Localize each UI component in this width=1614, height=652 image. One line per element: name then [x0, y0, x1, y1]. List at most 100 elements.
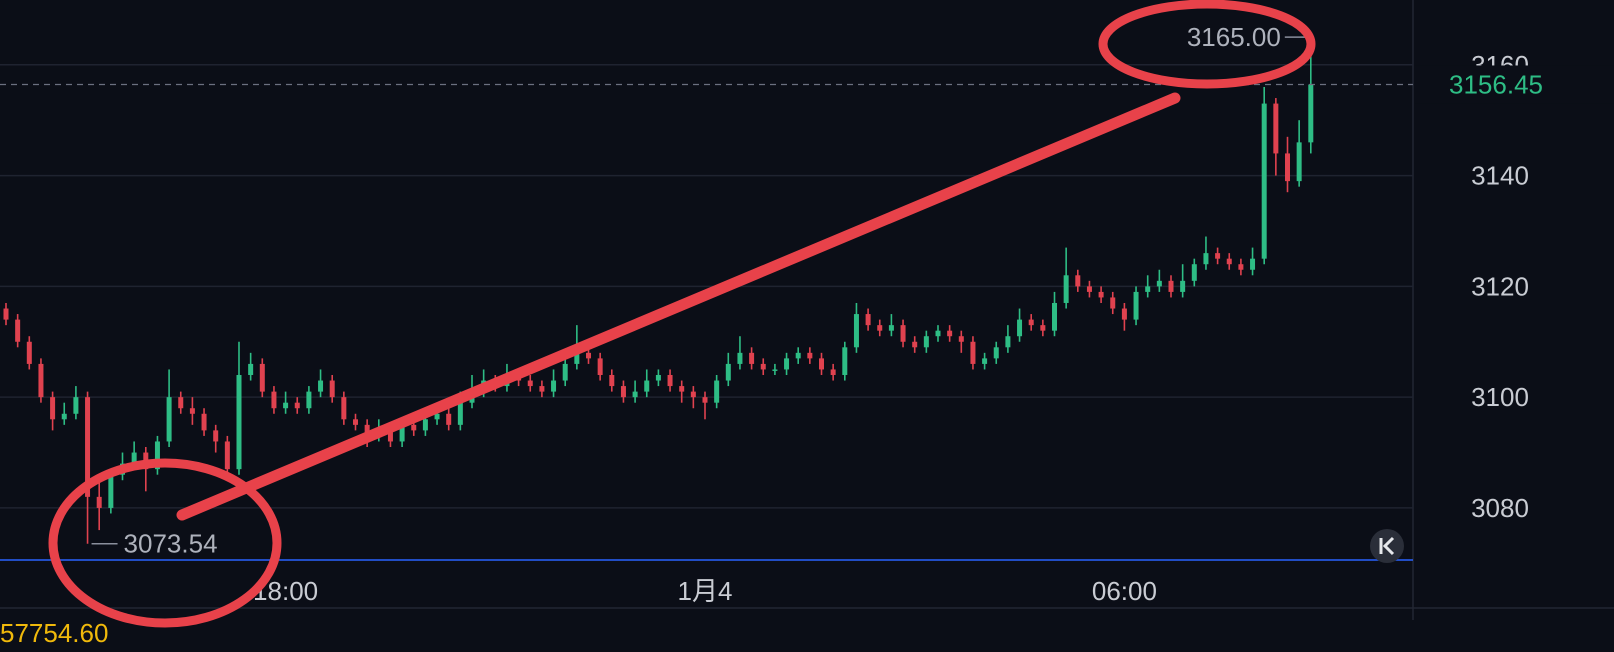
candle-body [294, 402, 300, 409]
candle-body [807, 352, 813, 359]
candle-body [1273, 103, 1279, 154]
candle-body [597, 358, 603, 375]
candle-body [1261, 103, 1267, 259]
candle-body [154, 441, 160, 470]
candle-body [1226, 258, 1232, 265]
candles [3, 37, 1314, 544]
low-label: 3073.54 [124, 529, 218, 559]
candle-body [1250, 258, 1256, 270]
candle-body [1121, 308, 1127, 320]
candle-body [667, 374, 673, 387]
candle-body [830, 369, 836, 375]
annotation [48, 0, 1316, 628]
candle-body [411, 424, 417, 431]
candle-body [329, 380, 335, 398]
candle-body [446, 413, 452, 425]
candle-body [189, 408, 195, 414]
footer-value: 57754.60 [0, 618, 108, 648]
x-tick-label: 1月4 [678, 576, 733, 606]
candle-body [655, 374, 661, 381]
candle-body [1238, 264, 1244, 270]
candle-body [551, 380, 557, 392]
candle-body [1133, 291, 1139, 320]
candle-body [434, 413, 440, 420]
candle-body [574, 352, 580, 364]
candle-body [364, 424, 370, 436]
candle-body [283, 402, 289, 409]
candle-body [1040, 325, 1046, 331]
candle-body [935, 330, 941, 337]
candle-body [632, 391, 638, 398]
candle-body [562, 363, 568, 381]
candle-body [1098, 291, 1104, 298]
candle-body [387, 430, 393, 442]
candle-body [50, 397, 56, 420]
candle-body [725, 363, 731, 381]
candle-body [912, 341, 918, 348]
candle-body [772, 369, 778, 371]
candle-body [853, 314, 859, 348]
candle-body [318, 380, 324, 392]
k-button[interactable] [1370, 529, 1404, 563]
candle-body [1086, 286, 1092, 292]
candle-body [737, 352, 743, 364]
y-tick-label: 3080 [1471, 493, 1529, 523]
candle-body [1296, 142, 1302, 182]
candle-body [1168, 280, 1174, 292]
candle-body [947, 330, 953, 337]
candle-body [702, 397, 708, 403]
candle-body [1308, 84, 1314, 143]
candle-body [714, 380, 720, 403]
x-tick-label: 06:00 [1092, 576, 1157, 606]
candle-body [61, 413, 67, 420]
candle-body [26, 341, 32, 364]
candle-body [236, 374, 242, 470]
y-tick-label: 3100 [1471, 382, 1529, 412]
candle-body [877, 325, 883, 331]
candle-body [1156, 280, 1162, 287]
candle-body [96, 496, 102, 508]
candle-body [842, 347, 848, 375]
candle-body [1017, 319, 1023, 337]
candle-body [15, 319, 21, 342]
candle-body [1005, 336, 1011, 348]
candle-body [1215, 253, 1221, 259]
candle-body [178, 397, 184, 409]
candle-body [85, 397, 91, 497]
candle-body [353, 419, 358, 425]
candle-body [1063, 275, 1069, 303]
candle-body [819, 358, 824, 370]
candle-body [73, 397, 79, 414]
candle-body [341, 397, 347, 420]
candle-body [527, 380, 533, 387]
candle-body [1285, 153, 1290, 182]
candle-body [1075, 275, 1081, 287]
highlight-ellipse [48, 458, 282, 628]
last-price-tag [1415, 65, 1614, 104]
candle-body [609, 374, 615, 387]
candle-body [108, 474, 114, 508]
candle-body [1028, 319, 1034, 326]
candle-body [1180, 280, 1186, 292]
candle-body [1052, 302, 1057, 331]
highlight-ellipse [1098, 0, 1316, 89]
candle-body [923, 336, 929, 348]
candle-body [865, 314, 871, 326]
candle-body [224, 441, 230, 470]
candle-body [38, 363, 44, 398]
candle-body [760, 363, 766, 370]
candle-body [644, 380, 650, 392]
candle-body [888, 325, 894, 331]
highlight-arrow [176, 92, 1181, 521]
candle-body [131, 452, 137, 464]
candle-body [690, 391, 696, 398]
candle-body [3, 308, 9, 320]
last-price-label: 3156.45 [1449, 69, 1543, 99]
k-button-icon[interactable] [1379, 536, 1395, 556]
candle-body [970, 341, 976, 364]
y-tick-label: 3120 [1471, 271, 1529, 301]
candle-body [166, 397, 172, 442]
